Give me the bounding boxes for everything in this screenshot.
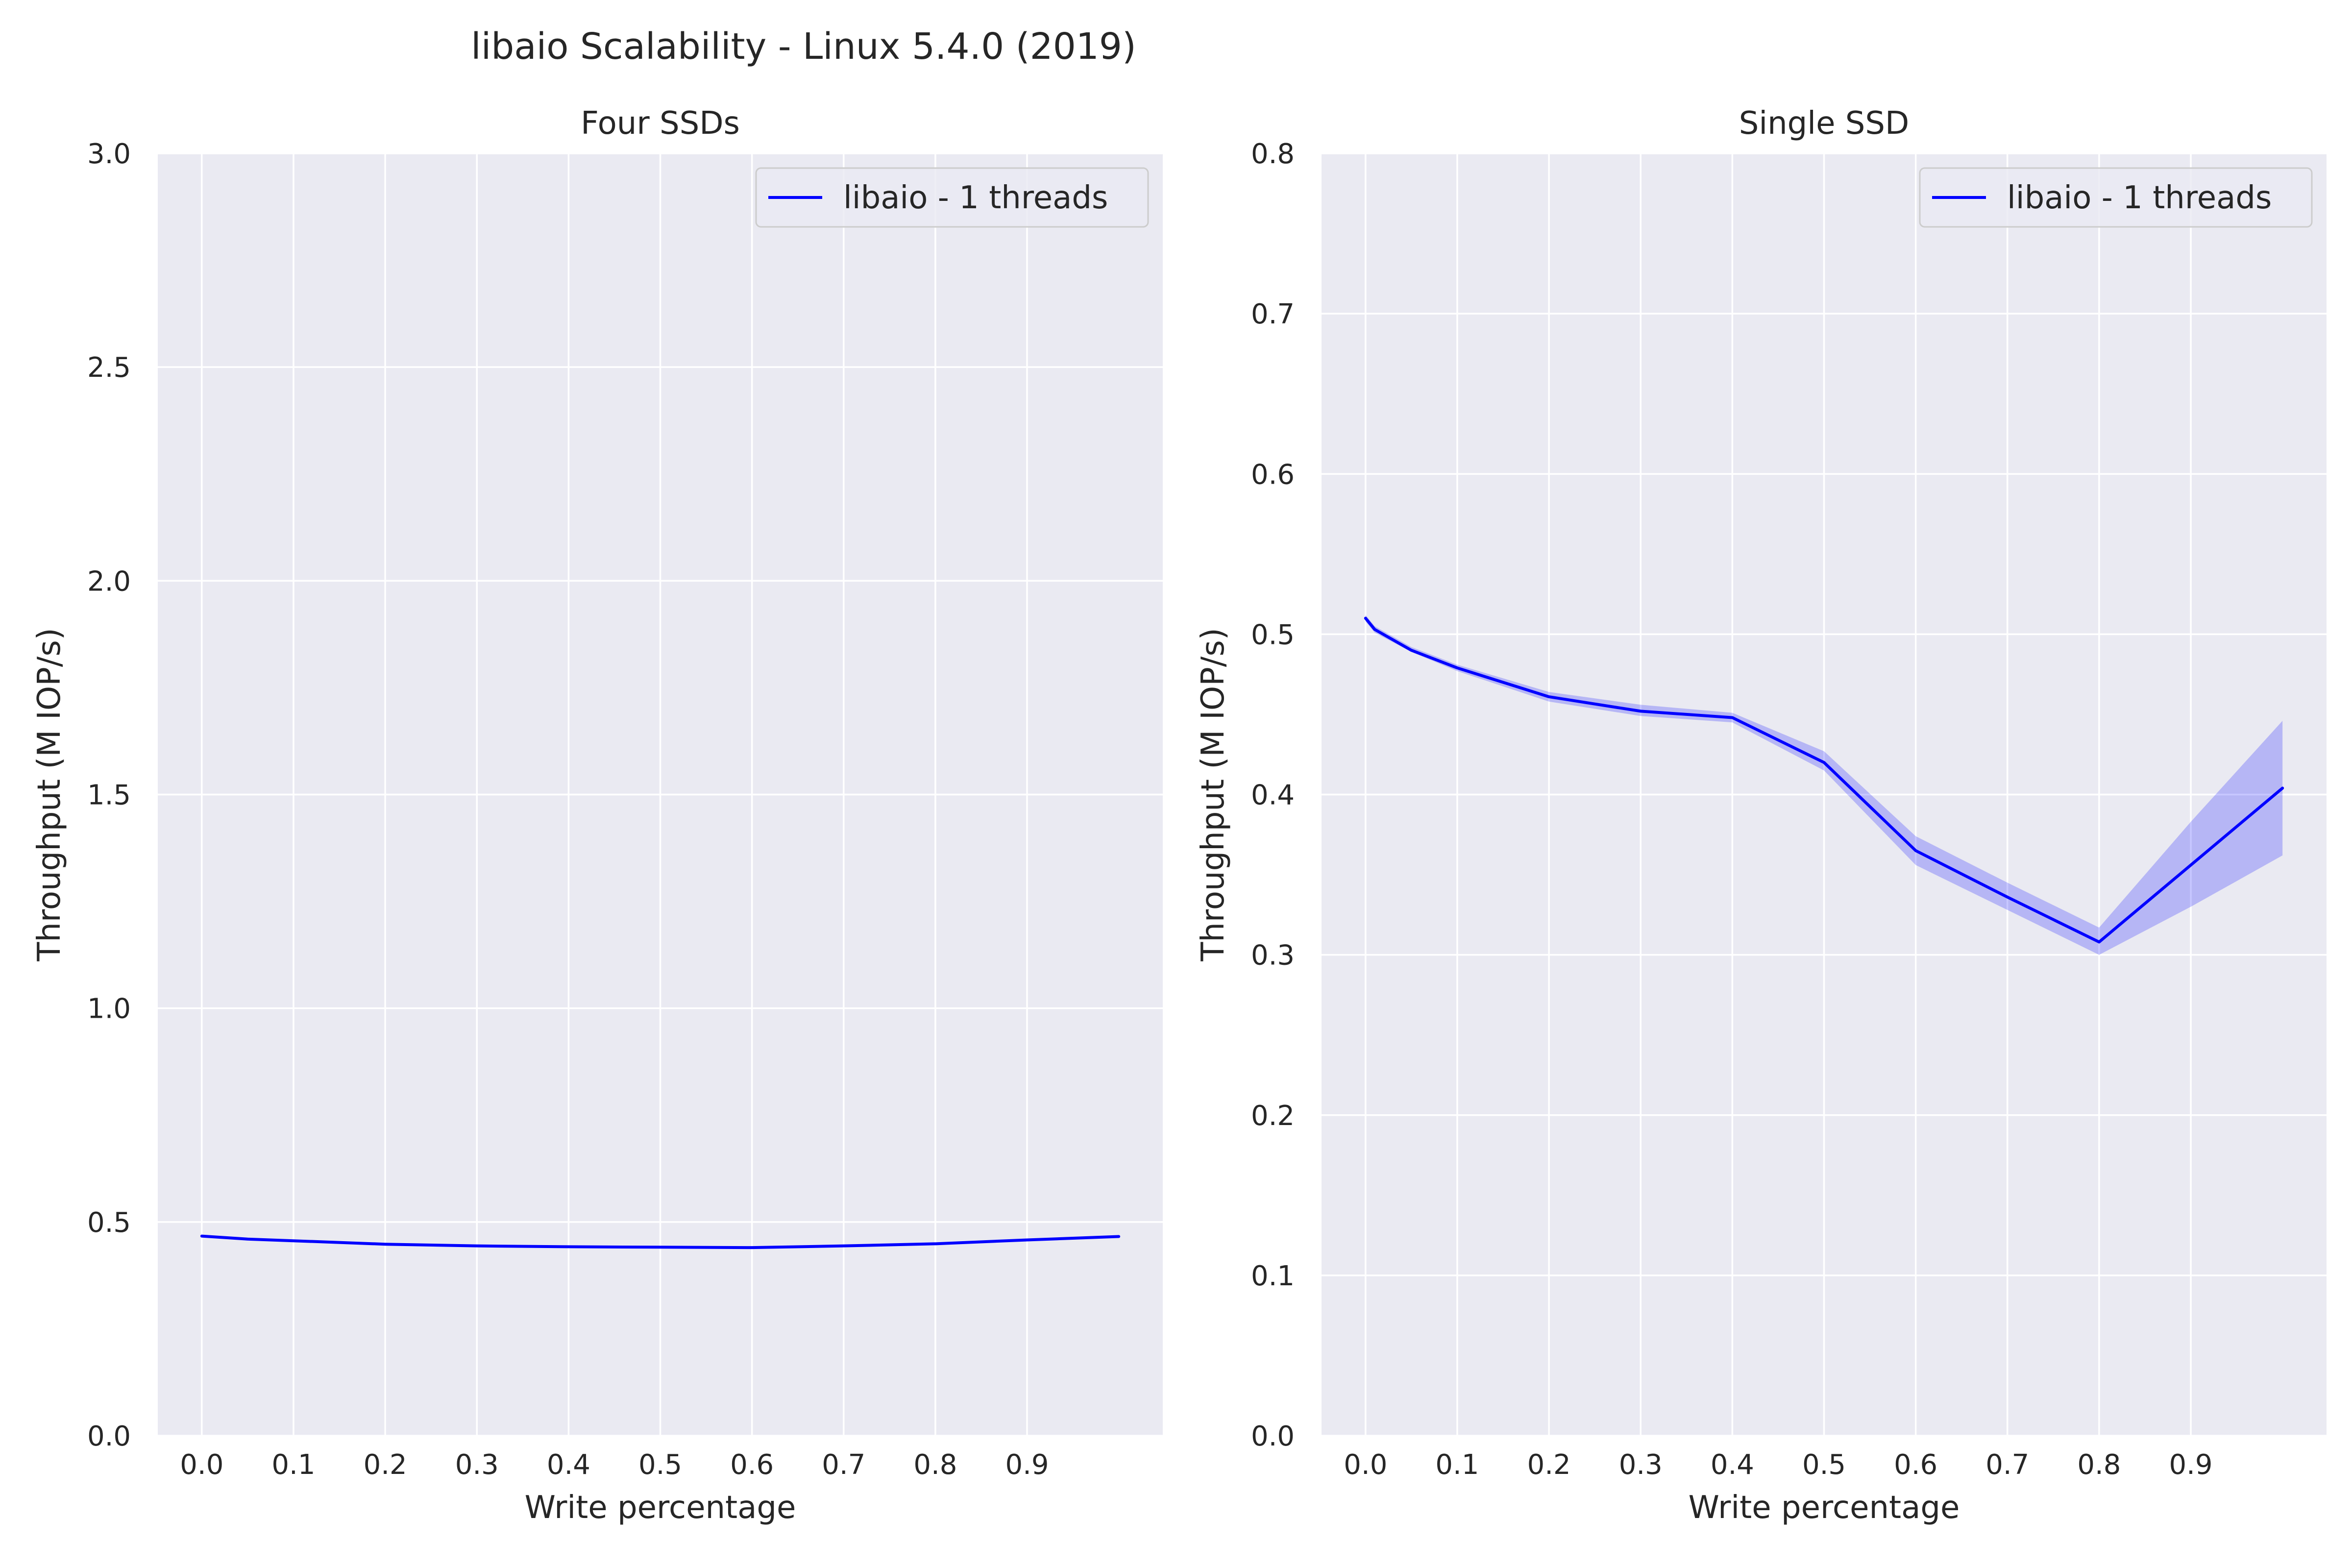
legend-box <box>755 167 1149 228</box>
x-tick-label: 0.6 <box>1894 1449 1937 1481</box>
y-tick-label: 0.6 <box>1251 459 1295 490</box>
x-tick-label: 0.9 <box>2169 1449 2213 1481</box>
x-tick-label: 0.5 <box>1802 1449 1846 1481</box>
x-tick-label: 0.2 <box>364 1449 407 1481</box>
y-tick-label: 0.3 <box>1251 940 1295 972</box>
y-axis-label: Throughput (M IOP/s) <box>31 628 68 961</box>
y-tick-label: 0.0 <box>87 1421 131 1452</box>
series-line <box>200 1234 1121 1250</box>
x-tick-label: 0.7 <box>822 1449 865 1481</box>
series-confidence-band <box>1365 615 2283 955</box>
y-tick-label: 0.0 <box>1251 1421 1295 1452</box>
y-tick-label: 0.5 <box>87 1207 131 1239</box>
subplot-single-ssd: 0.0 0.1 0.2 0.3 0.4 0.5 0.6 0.7 0.8 0.9 0.0 0.1 0.2 0… <box>1195 105 2327 1526</box>
x-tick-label: 0.0 <box>180 1449 223 1481</box>
legend-box <box>1919 167 2313 228</box>
x-tick-label: 0.2 <box>1527 1449 1571 1481</box>
y-tick-label: 0.5 <box>1251 619 1295 651</box>
y-tick-label: 0.1 <box>1251 1260 1295 1292</box>
x-tick-label: 0.5 <box>638 1449 682 1481</box>
y-tick-label: 0.7 <box>1251 298 1295 330</box>
legend: libaio - 1 threads <box>755 167 1149 228</box>
y-tick-label: 0.2 <box>1251 1100 1295 1132</box>
x-axis-label: Write percentage <box>525 1490 796 1526</box>
y-tick-label: 3.0 <box>87 138 131 170</box>
x-tick-label: 0.8 <box>913 1449 957 1481</box>
x-tick-label: 0.8 <box>2077 1449 2121 1481</box>
subplot-title: Four SSDs <box>581 105 740 142</box>
x-tick-label: 0.7 <box>1985 1449 2029 1481</box>
y-tick-label: 0.8 <box>1251 138 1295 170</box>
x-tick-label: 0.4 <box>1711 1449 1754 1481</box>
subplot-four-ssds: 0.0 0.1 0.2 0.3 0.4 0.5 0.6 0.7 0.8 0.9 0.0 0.5 1.0 1… <box>31 105 1163 1526</box>
y-tick-label: 2.0 <box>87 565 131 597</box>
y-tick-label: 0.4 <box>1251 780 1295 811</box>
legend: libaio - 1 threads <box>1919 167 2313 228</box>
x-tick-label: 0.4 <box>547 1449 590 1481</box>
x-tick-label: 0.9 <box>1005 1449 1049 1481</box>
y-axis-label: Throughput (M IOP/s) <box>1195 628 1231 961</box>
y-tick-label: 2.5 <box>87 352 131 384</box>
y-tick-label: 1.0 <box>87 993 131 1025</box>
x-tick-label: 0.3 <box>1619 1449 1663 1481</box>
legend-entry: libaio - 1 threads <box>843 180 1108 216</box>
x-tick-label: 0.1 <box>271 1449 315 1481</box>
x-tick-label: 0.3 <box>455 1449 499 1481</box>
x-tick-label: 0.6 <box>730 1449 774 1481</box>
subplot-title: Single SSD <box>1739 105 1910 142</box>
legend-entry: libaio - 1 threads <box>2007 180 2272 216</box>
x-tick-label: 0.1 <box>1435 1449 1479 1481</box>
x-tick-label: 0.0 <box>1344 1449 1387 1481</box>
x-axis-label: Write percentage <box>1689 1490 1960 1526</box>
figure-title: libaio Scalability - Linux 5.4.0 (2019) <box>471 25 1136 68</box>
y-tick-label: 1.5 <box>87 780 131 811</box>
